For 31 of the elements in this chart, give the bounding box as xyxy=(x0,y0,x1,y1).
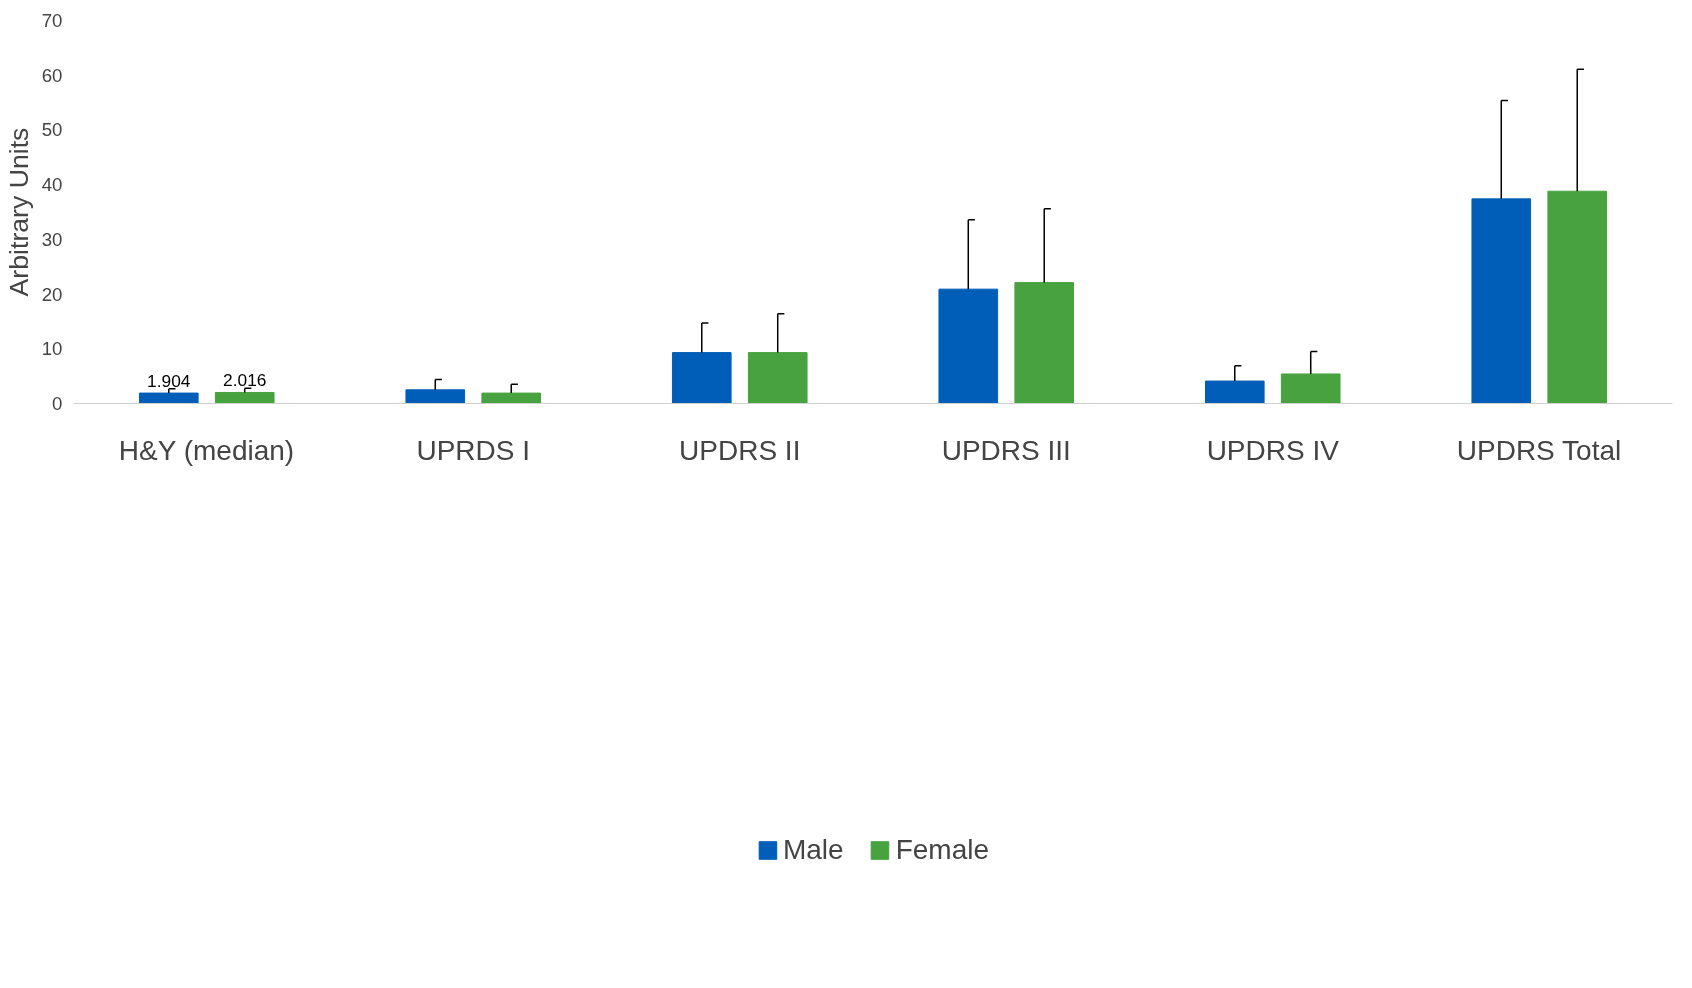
y-tick-label: 30 xyxy=(41,228,63,250)
x-tick-label: UPDRS IV xyxy=(1206,434,1340,466)
x-tick-label: UPDRS II xyxy=(679,434,801,466)
x-tick-label: UPDRS Total xyxy=(1456,434,1622,466)
y-tick-label: 60 xyxy=(41,64,63,86)
y-axis-title: Arbitrary Units xyxy=(3,127,34,297)
bar xyxy=(1471,198,1532,404)
bar xyxy=(405,389,466,404)
bar xyxy=(1280,373,1341,404)
bar xyxy=(1014,282,1075,404)
bar xyxy=(747,352,808,404)
y-tick-label: 70 xyxy=(41,10,63,31)
bar xyxy=(1547,190,1608,404)
legend-label: Male xyxy=(782,834,844,866)
data-label: 2.016 xyxy=(223,370,267,391)
y-tick-label: 10 xyxy=(41,338,63,360)
legend-label: Female xyxy=(895,834,990,866)
bar xyxy=(1204,380,1265,404)
x-tick-label: UPDRS III xyxy=(941,434,1071,466)
y-tick-label: 50 xyxy=(41,119,63,141)
data-label: 1.904 xyxy=(147,370,191,391)
bar xyxy=(671,352,732,404)
y-tick-label: 20 xyxy=(41,283,63,305)
bar xyxy=(481,392,542,404)
y-tick-label: 0 xyxy=(52,393,63,414)
bar xyxy=(138,392,199,404)
x-tick-label: H&Y (median) xyxy=(118,434,295,466)
bar xyxy=(938,288,999,404)
x-tick-label: UPRDS I xyxy=(416,434,531,466)
bar xyxy=(214,391,275,404)
y-tick-label: 40 xyxy=(41,174,63,196)
